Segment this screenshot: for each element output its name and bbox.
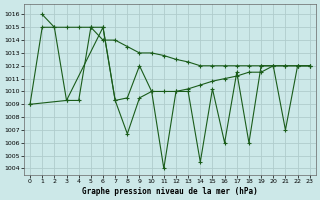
- X-axis label: Graphe pression niveau de la mer (hPa): Graphe pression niveau de la mer (hPa): [82, 187, 258, 196]
